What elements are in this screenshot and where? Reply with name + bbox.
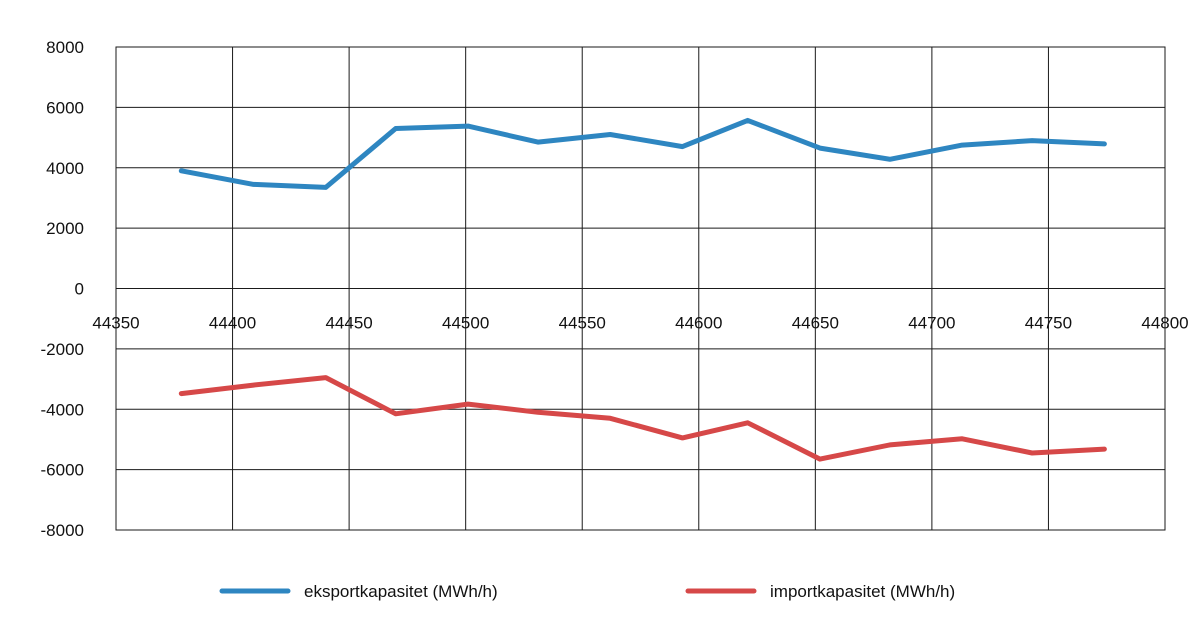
y-tick-label: 2000 xyxy=(46,219,84,238)
x-tick-label: 44600 xyxy=(675,314,722,333)
legend-label-eksport: eksportkapasitet (MWh/h) xyxy=(304,582,498,601)
x-tick-label: 44750 xyxy=(1025,314,1072,333)
axes xyxy=(115,46,1166,531)
x-tick-label: 44500 xyxy=(442,314,489,333)
x-tick-label: 44550 xyxy=(559,314,606,333)
x-tick-label: 44400 xyxy=(209,314,256,333)
grid xyxy=(115,46,1166,531)
legend: eksportkapasitet (MWh/h) importkapasitet … xyxy=(219,582,955,601)
x-tick-label: 44700 xyxy=(908,314,955,333)
series-line-eksport xyxy=(178,117,1107,190)
y-tick-label: -2000 xyxy=(41,340,84,359)
plot-border xyxy=(115,46,1166,531)
x-tick-label: 44650 xyxy=(792,314,839,333)
y-tick-label: -4000 xyxy=(41,400,84,419)
series-line-import xyxy=(178,375,1107,462)
y-tick-label: -8000 xyxy=(41,521,84,540)
x-tick-label: 44800 xyxy=(1141,314,1188,333)
y-tick-label: 0 xyxy=(75,280,84,299)
legend-label-import: importkapasitet (MWh/h) xyxy=(770,582,955,601)
y-tick-label: -6000 xyxy=(41,461,84,480)
x-tick-label: 44450 xyxy=(325,314,372,333)
tick-labels: 8000 6000 4000 2000 0 -2000 -4000 -6000 -8000 443… xyxy=(41,38,1189,540)
y-tick-label: 4000 xyxy=(46,159,84,178)
y-tick-label: 6000 xyxy=(46,98,84,117)
y-tick-label: 8000 xyxy=(46,38,84,57)
series-lines xyxy=(178,117,1107,462)
x-tick-label: 44350 xyxy=(92,314,139,333)
